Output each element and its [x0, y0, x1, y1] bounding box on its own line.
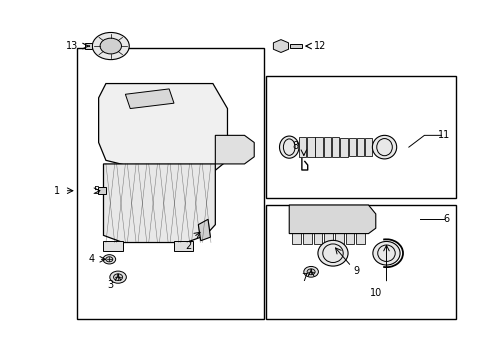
Text: 13: 13 [65, 41, 78, 51]
Bar [298, 137, 305, 157]
Polygon shape [99, 84, 227, 178]
Polygon shape [198, 219, 210, 241]
Text: 11: 11 [437, 130, 449, 140]
Bar [302, 205, 311, 244]
Ellipse shape [372, 135, 396, 159]
Bar [266, 76, 455, 198]
Text: 4: 4 [88, 254, 94, 264]
Bar [356, 205, 365, 244]
Bar [266, 205, 455, 319]
Polygon shape [288, 205, 375, 234]
Bar [103, 242, 122, 251]
Bar [365, 138, 372, 156]
Bar [356, 138, 364, 156]
Circle shape [103, 255, 116, 264]
Text: 12: 12 [313, 41, 325, 51]
Bar [77, 48, 264, 319]
Bar [345, 205, 354, 244]
Bar [98, 187, 106, 194]
Text: 8: 8 [292, 141, 298, 151]
Polygon shape [125, 89, 174, 109]
Circle shape [110, 271, 126, 283]
Ellipse shape [317, 240, 347, 266]
Polygon shape [103, 164, 215, 243]
Circle shape [306, 269, 314, 275]
Bar [324, 205, 332, 244]
Polygon shape [215, 135, 254, 164]
Bar [334, 205, 343, 244]
Bar [291, 205, 300, 244]
Text: 7: 7 [300, 273, 306, 283]
Bar [340, 138, 347, 157]
Bar [315, 137, 322, 157]
Ellipse shape [372, 242, 399, 265]
Circle shape [303, 266, 318, 277]
Text: 3: 3 [107, 280, 114, 291]
Bar [313, 205, 322, 244]
Polygon shape [273, 40, 288, 53]
Bar [306, 137, 314, 157]
Circle shape [100, 38, 121, 54]
Text: 9: 9 [352, 266, 359, 276]
Circle shape [105, 257, 113, 262]
Text: 5: 5 [93, 186, 99, 196]
Text: 10: 10 [369, 288, 381, 297]
Bar [289, 44, 301, 48]
Bar [348, 138, 355, 157]
Bar [84, 43, 92, 49]
Ellipse shape [279, 136, 298, 158]
Bar [174, 242, 193, 251]
Text: 2: 2 [185, 241, 191, 251]
Text: 6: 6 [442, 214, 448, 224]
Text: 1: 1 [54, 186, 60, 196]
Bar [331, 138, 339, 157]
Bar [323, 137, 330, 157]
Circle shape [92, 32, 129, 60]
Circle shape [113, 274, 122, 280]
